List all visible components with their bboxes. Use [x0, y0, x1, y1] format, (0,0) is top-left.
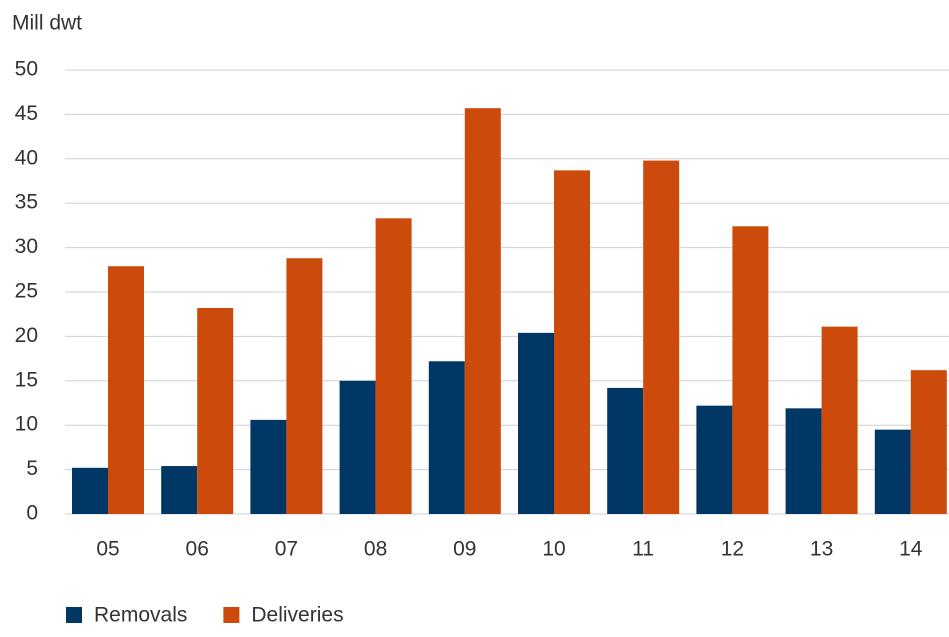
legend-label: Deliveries	[251, 604, 343, 627]
x-tick-label: 07	[275, 538, 298, 561]
bar	[250, 419, 287, 514]
bar	[72, 467, 108, 514]
y-tick-label: 50	[15, 58, 38, 81]
y-tick-label: 5	[26, 457, 38, 480]
y-axis-label: Mill dwt	[12, 12, 82, 35]
bar	[161, 466, 198, 514]
bar	[554, 170, 590, 514]
x-tick-label: 14	[899, 538, 923, 561]
x-tick-label: 09	[453, 538, 476, 561]
bar	[339, 380, 376, 514]
bar	[108, 266, 144, 514]
y-tick-label: 0	[26, 502, 38, 525]
bar	[518, 332, 554, 514]
bar	[428, 361, 465, 514]
y-tick-label: 30	[15, 235, 38, 258]
x-tick-label: 12	[721, 538, 744, 561]
legend-swatch	[66, 607, 82, 623]
y-tick-label: 25	[15, 280, 38, 303]
y-tick-label: 20	[15, 324, 38, 347]
bar	[821, 326, 858, 514]
bar	[643, 160, 680, 515]
bar	[696, 405, 733, 514]
x-tick-label: 13	[810, 538, 833, 561]
y-tick-label: 10	[15, 413, 38, 436]
bar	[464, 108, 501, 515]
bar	[607, 387, 644, 514]
x-tick-label: 05	[96, 538, 119, 561]
bar	[375, 218, 412, 514]
bar	[286, 258, 323, 514]
x-tick-label: 06	[186, 538, 209, 561]
y-tick-label: 45	[15, 102, 38, 125]
bar	[910, 370, 947, 514]
legend-label: Removals	[94, 604, 187, 627]
x-tick-label: 10	[542, 538, 565, 561]
y-tick-label: 40	[15, 146, 38, 169]
bar	[732, 226, 769, 514]
x-tick-label: 11	[632, 538, 654, 561]
bar	[874, 429, 911, 514]
y-tick-label: 15	[15, 368, 38, 391]
legend-swatch	[223, 607, 240, 623]
y-tick-label: 35	[15, 191, 38, 214]
bar	[785, 408, 822, 514]
bar	[197, 307, 234, 514]
x-tick-label: 08	[364, 538, 387, 561]
